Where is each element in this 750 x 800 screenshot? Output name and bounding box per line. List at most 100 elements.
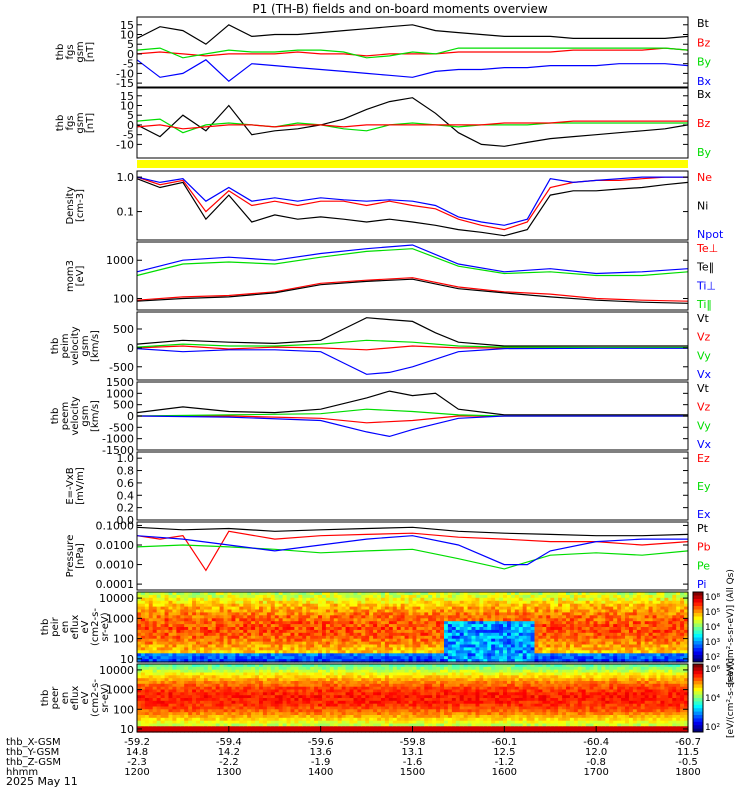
spectrogram-cell bbox=[530, 638, 536, 643]
spectrogram-cell bbox=[235, 641, 240, 646]
colorbar-swatch bbox=[693, 606, 703, 610]
spectrogram-cell bbox=[298, 594, 303, 599]
spectrogram-cell bbox=[554, 656, 559, 660]
spectrogram-cell bbox=[176, 692, 181, 696]
spectrogram-cell bbox=[152, 675, 158, 679]
spectrogram-cell bbox=[207, 686, 213, 691]
spectrogram-cell bbox=[262, 597, 268, 602]
spectrogram-cell bbox=[617, 594, 622, 599]
spectrogram-cell bbox=[577, 594, 583, 599]
spectrogram-cell bbox=[144, 678, 150, 682]
spectrogram-cell bbox=[569, 656, 575, 660]
spectrogram-cell bbox=[270, 726, 276, 730]
spectrogram-cell bbox=[239, 621, 244, 625]
spectrogram-cell bbox=[259, 695, 264, 699]
spectrogram-cell bbox=[298, 624, 303, 628]
spectrogram-cell bbox=[148, 647, 154, 651]
spectrogram-cell bbox=[148, 603, 154, 608]
spectrogram-cell bbox=[357, 629, 362, 634]
spectrogram-cell bbox=[207, 669, 213, 674]
spectrogram-cell bbox=[648, 659, 654, 663]
spectrogram-cell bbox=[219, 621, 225, 625]
spectrogram-cell bbox=[148, 624, 154, 628]
spectrogram-cell bbox=[188, 627, 193, 631]
spectrogram-cell bbox=[514, 653, 520, 657]
spectrogram-cell bbox=[192, 653, 197, 657]
spectrogram-cell bbox=[495, 592, 500, 596]
spectrogram-cell bbox=[357, 635, 362, 640]
spectrogram-cell bbox=[640, 656, 646, 660]
spectrogram-cell bbox=[286, 653, 292, 657]
spectrogram-cell bbox=[400, 618, 406, 622]
spectrogram-cell bbox=[459, 609, 465, 613]
spectrogram-cell bbox=[550, 592, 555, 596]
spectrogram-cell bbox=[408, 627, 414, 631]
spectrogram-cell bbox=[227, 700, 232, 705]
spectrogram-cell bbox=[176, 659, 181, 663]
spectrogram-cell bbox=[373, 606, 378, 611]
spectrogram-cell bbox=[192, 698, 197, 702]
spectrogram-cell bbox=[294, 669, 299, 674]
spectrogram-cell bbox=[235, 603, 240, 608]
spectrogram-cell bbox=[211, 683, 217, 688]
spectrogram-cell bbox=[286, 678, 292, 682]
spectrogram-cell bbox=[306, 712, 311, 716]
spectrogram-cell bbox=[644, 615, 650, 619]
spectrogram-cell bbox=[223, 592, 229, 596]
spectrogram-cell bbox=[188, 615, 193, 619]
spectrogram-cell bbox=[577, 627, 583, 631]
spectrogram-cell bbox=[345, 659, 351, 663]
spectrogram-cell bbox=[640, 624, 646, 628]
spectrogram-cell bbox=[255, 720, 260, 725]
spectrogram-cell bbox=[357, 698, 362, 702]
spectrogram-cell bbox=[188, 726, 193, 730]
spectrogram-cell bbox=[314, 695, 319, 699]
spectrogram-cell bbox=[510, 635, 516, 640]
spectrogram-cell bbox=[341, 729, 347, 733]
spectrogram-cell bbox=[168, 644, 173, 648]
spectrogram-cell bbox=[290, 650, 295, 654]
series-line-Vx bbox=[136, 415, 688, 438]
spectrogram-cell bbox=[243, 609, 248, 613]
spectrogram-cell bbox=[455, 621, 461, 625]
spectrogram-cell bbox=[144, 726, 150, 730]
spectrogram-cell bbox=[507, 603, 512, 608]
spectrogram-cell bbox=[499, 594, 504, 599]
spectrogram-cell bbox=[479, 650, 484, 654]
spectrogram-cell bbox=[396, 621, 402, 625]
spectrogram-cell bbox=[156, 672, 162, 676]
spectrogram-cell bbox=[306, 615, 311, 619]
spectrogram-cell bbox=[558, 594, 563, 599]
spectrogram-cell bbox=[601, 638, 606, 643]
spectrogram-cell bbox=[668, 606, 673, 611]
spectrogram-cell bbox=[286, 638, 292, 643]
spectrogram-cell bbox=[518, 656, 524, 660]
spectrogram-cell bbox=[408, 594, 414, 599]
spectrogram-cell bbox=[318, 664, 323, 668]
spectrogram-cell bbox=[349, 703, 354, 708]
spectrogram-cell bbox=[329, 635, 335, 640]
spectrogram-cell bbox=[636, 621, 642, 625]
spectrogram-cell bbox=[463, 653, 469, 657]
spectrogram-cell bbox=[629, 615, 634, 619]
spectrogram-cell bbox=[184, 632, 189, 637]
spectrogram-cell bbox=[200, 717, 205, 722]
spectrogram-cell bbox=[629, 597, 634, 602]
spectrogram-cell bbox=[349, 689, 354, 693]
spectrogram-cell bbox=[514, 629, 520, 634]
spectrogram-cell bbox=[333, 683, 339, 688]
spectrogram-cell bbox=[164, 653, 170, 657]
series-line-Pb bbox=[136, 530, 689, 572]
spectrogram-cell bbox=[156, 664, 162, 668]
spectrogram-cell bbox=[156, 635, 162, 640]
spectrogram-cell bbox=[294, 624, 299, 628]
spectrogram-cell bbox=[215, 635, 221, 640]
spectrogram-cell bbox=[211, 692, 217, 696]
spectrogram-cell bbox=[207, 644, 213, 648]
spectrogram-cell bbox=[266, 600, 272, 605]
spectrogram-cell bbox=[168, 712, 173, 716]
spectrogram-cell bbox=[215, 700, 221, 705]
spectrogram-cell bbox=[510, 632, 516, 637]
spectrogram-cell bbox=[345, 703, 351, 708]
spectrogram-cell bbox=[416, 618, 421, 622]
